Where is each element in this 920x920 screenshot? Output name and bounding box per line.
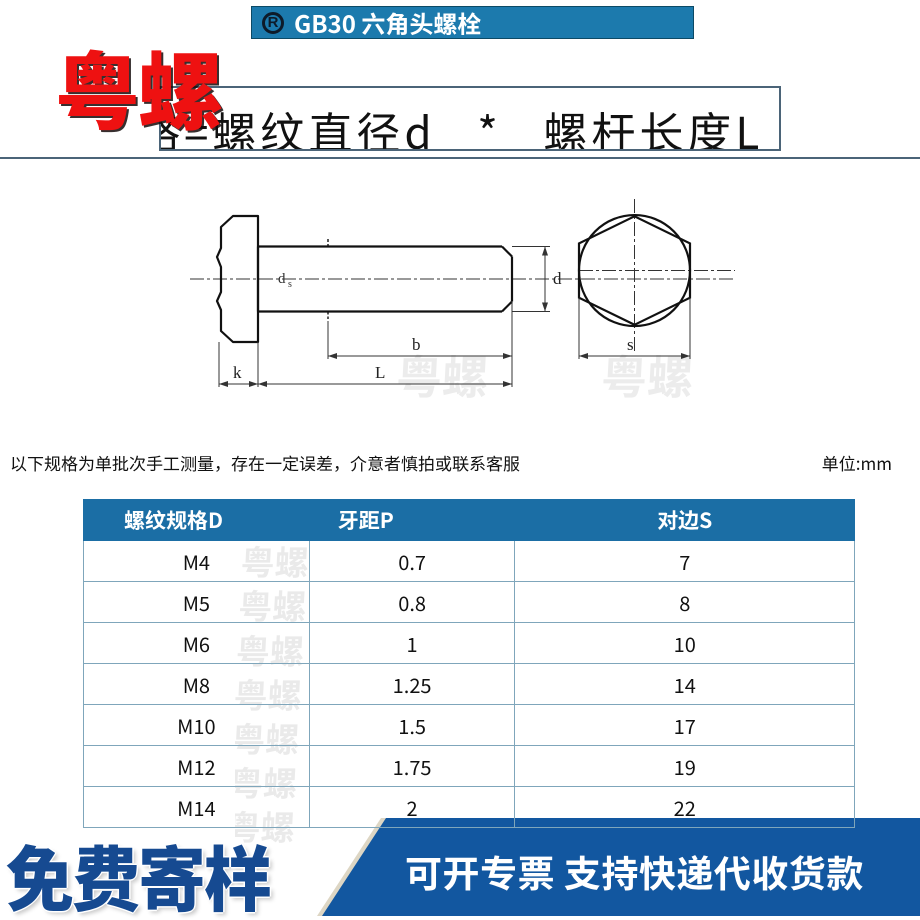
svg-text:d: d: [553, 269, 562, 288]
svg-text:d: d: [278, 271, 286, 287]
svg-text:b: b: [412, 335, 421, 354]
svg-text:s: s: [288, 279, 292, 290]
svg-text:s: s: [627, 335, 634, 354]
svg-text:L: L: [375, 363, 385, 382]
svg-text:k: k: [233, 363, 242, 382]
